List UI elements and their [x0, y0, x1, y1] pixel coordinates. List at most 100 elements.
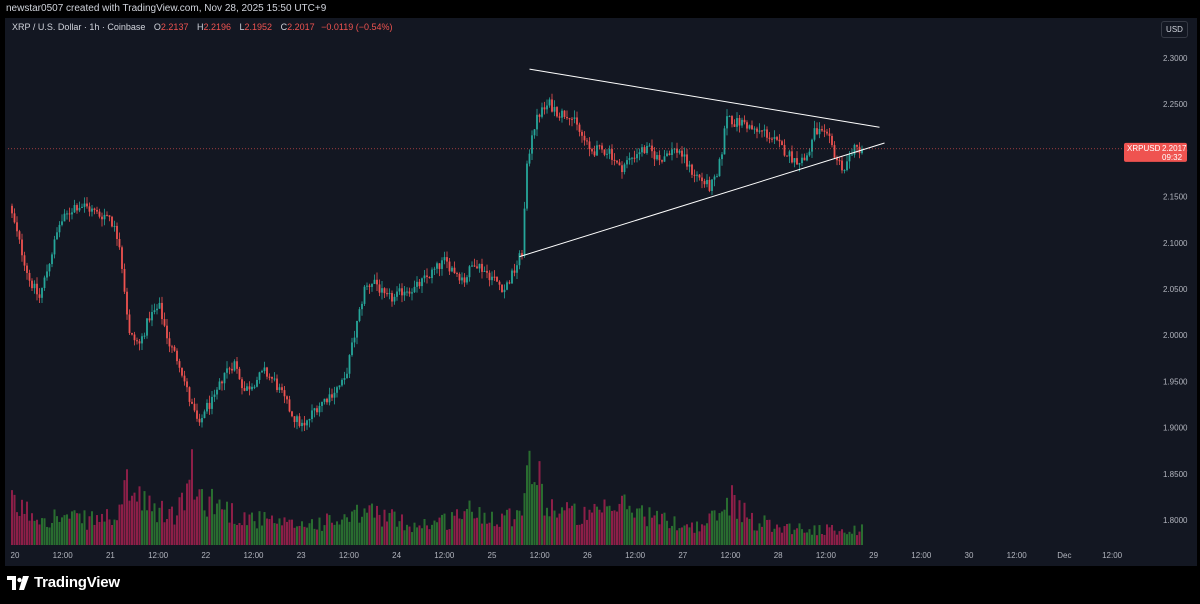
candle-body — [728, 116, 731, 118]
candle-body — [426, 275, 428, 278]
candle-body — [176, 350, 178, 362]
open-label: O — [153, 22, 161, 32]
candle-body — [136, 340, 138, 342]
candle-body — [493, 276, 496, 278]
candle-body — [21, 239, 23, 256]
candle-body — [318, 405, 321, 413]
candle-body — [533, 129, 536, 136]
time-axis: 20 12:00 21 12:00 22 12:00 23 12:00 24 12:00 25 12:… — [11, 551, 1123, 560]
volume-bar — [706, 523, 708, 545]
volume-bar — [113, 519, 116, 545]
volume-bar — [313, 528, 316, 545]
volume-bar — [426, 525, 428, 545]
volume-bar — [818, 525, 821, 545]
volume-bar — [783, 526, 786, 545]
candle-body — [306, 420, 308, 426]
volume-bar — [276, 523, 278, 545]
time-tick-label: 12:00 — [1102, 551, 1123, 560]
candle-body — [486, 270, 488, 273]
volume-bar — [738, 500, 741, 545]
volume-bar — [448, 529, 451, 545]
candle-body — [116, 225, 118, 239]
candle-body — [246, 386, 248, 391]
candle-body — [78, 207, 81, 211]
volume-bar — [183, 510, 186, 545]
tradingview-logo[interactable]: TradingView — [7, 574, 120, 591]
candle-body — [466, 277, 468, 283]
candle-body — [473, 265, 476, 267]
volume-bar — [621, 495, 623, 545]
candle-body — [733, 124, 736, 127]
chart-area[interactable] — [5, 18, 1197, 566]
volume-bar — [221, 509, 223, 545]
currency-button[interactable]: USD — [1161, 21, 1188, 38]
candle-body — [453, 267, 456, 274]
candle-body — [218, 381, 221, 390]
candle-body — [171, 346, 173, 348]
volume-bar — [766, 519, 768, 545]
volume-bar — [346, 517, 348, 545]
volume-bar — [158, 507, 161, 545]
volume-bar — [181, 492, 183, 545]
time-tick-label: 12:00 — [720, 551, 741, 560]
candle-body — [266, 367, 268, 377]
volume-bar — [56, 516, 58, 545]
candle-body — [373, 279, 376, 284]
candle-body — [121, 247, 123, 269]
candle-body — [803, 157, 806, 161]
volume-bar — [838, 531, 841, 545]
volume-bar — [858, 531, 861, 545]
volume-bar — [653, 515, 656, 545]
candle-body — [31, 280, 33, 289]
time-tick-label: 12:00 — [816, 551, 837, 560]
candle-body — [541, 107, 543, 117]
volume-bar — [833, 530, 836, 545]
time-tick-label: 12:00 — [434, 551, 455, 560]
candle-body — [96, 209, 98, 212]
candle-body — [851, 154, 853, 156]
candle-body — [138, 341, 141, 344]
volume-bar — [311, 519, 313, 545]
volume-bar — [596, 506, 598, 545]
volume-bar — [578, 524, 581, 545]
candle-body — [53, 239, 56, 255]
volume-bar — [151, 511, 153, 545]
candle-body — [321, 401, 323, 406]
volume-bar — [363, 508, 366, 545]
volume-bar — [458, 518, 461, 545]
volume-bar — [208, 496, 211, 545]
volume-bar — [823, 534, 826, 545]
time-tick-label: 12:00 — [625, 551, 646, 560]
volume-bar — [433, 520, 436, 545]
candle-body — [381, 288, 383, 293]
candle-body — [233, 361, 236, 371]
volume-bar — [343, 514, 346, 545]
candle-body — [81, 206, 83, 208]
candle-body — [178, 361, 181, 368]
candle-body — [748, 125, 751, 129]
candle-body — [566, 116, 568, 119]
candle-body — [223, 372, 226, 384]
volume-bar — [438, 517, 441, 545]
volume-bar — [523, 493, 526, 545]
volume-bar — [393, 511, 396, 545]
symbol-name[interactable]: XRP / U.S. Dollar · 1h · Coinbase — [12, 22, 146, 32]
volume-bar — [518, 510, 521, 545]
candle-body — [251, 386, 253, 390]
volume-bar — [178, 497, 181, 545]
volume-bar — [83, 510, 86, 545]
volume-bar — [283, 517, 286, 545]
volume-bar — [233, 523, 236, 545]
candle-body — [503, 289, 506, 293]
volume-bar — [388, 513, 391, 545]
candle-body — [843, 170, 846, 172]
candle-body — [643, 147, 646, 154]
candle-body — [778, 139, 781, 142]
candle-body — [438, 263, 441, 269]
volume-bar — [521, 515, 523, 545]
volume-bar — [711, 510, 713, 545]
candle-body — [43, 277, 46, 289]
candle-body — [61, 221, 63, 225]
candle-body — [216, 389, 218, 395]
